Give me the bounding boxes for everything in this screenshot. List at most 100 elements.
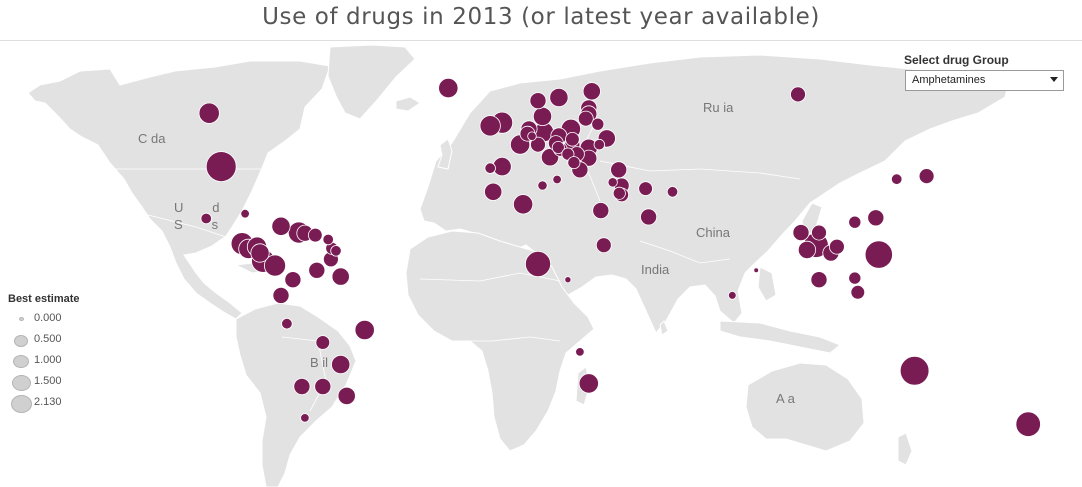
legend-size-swatch [14, 335, 28, 347]
country-marker[interactable] [810, 271, 828, 289]
country-marker[interactable] [549, 87, 569, 108]
country-marker[interactable] [479, 115, 501, 137]
country-label-china: China [696, 225, 730, 240]
country-marker[interactable] [300, 413, 310, 423]
landmass-uk [437, 138, 453, 170]
legend-size-swatch [11, 395, 32, 413]
country-marker[interactable] [591, 117, 605, 131]
country-marker[interactable] [829, 238, 845, 255]
legend-size-swatch [19, 317, 24, 321]
country-marker[interactable] [322, 233, 334, 246]
landmass-australia [745, 362, 865, 452]
country-marker[interactable] [592, 202, 610, 220]
country-marker[interactable] [593, 138, 606, 151]
country-marker[interactable] [811, 224, 827, 241]
country-marker[interactable] [567, 156, 581, 170]
country-marker[interactable] [537, 180, 548, 191]
legend-title: Best estimate [8, 293, 80, 305]
landmass-iceland [395, 96, 421, 112]
landmass-greenland [327, 44, 416, 120]
country-marker[interactable] [484, 182, 503, 201]
country-label-united-states: U d S s [174, 200, 220, 232]
country-marker[interactable] [1015, 411, 1041, 437]
border-china-india [639, 240, 731, 264]
country-marker[interactable] [330, 245, 342, 257]
country-marker[interactable] [607, 177, 618, 188]
country-marker[interactable] [263, 254, 286, 277]
country-marker[interactable] [314, 377, 332, 395]
marker-layer[interactable] [198, 77, 1041, 437]
country-marker[interactable] [640, 208, 658, 226]
country-marker[interactable] [790, 86, 806, 103]
country-marker[interactable] [551, 141, 565, 155]
country-marker[interactable] [610, 161, 628, 179]
country-marker[interactable] [284, 271, 302, 289]
drug-group-filter: Select drug Group Amphetamines [900, 53, 1068, 91]
country-marker[interactable] [578, 373, 599, 394]
country-marker[interactable] [281, 318, 293, 330]
country-marker[interactable] [438, 77, 459, 99]
page-title: Use of drugs in 2013 (or latest year ava… [262, 4, 820, 30]
country-marker[interactable] [797, 240, 817, 259]
country-marker[interactable] [532, 106, 553, 127]
country-marker[interactable] [638, 181, 653, 196]
country-marker[interactable] [525, 250, 552, 277]
country-marker[interactable] [272, 286, 290, 304]
country-marker[interactable] [575, 347, 585, 357]
country-marker[interactable] [792, 224, 810, 242]
country-marker[interactable] [577, 110, 594, 127]
border-africa-north [419, 272, 561, 282]
country-marker[interactable] [582, 82, 601, 101]
country-label-brazil: B il [310, 355, 329, 370]
country-marker[interactable] [354, 319, 375, 341]
legend-row: 0.500 [8, 329, 98, 350]
country-marker[interactable] [250, 243, 270, 263]
country-marker[interactable] [864, 240, 893, 269]
border-africa-central [452, 336, 561, 342]
legend-size-swatch [12, 375, 31, 391]
legend-label: 1.000 [34, 354, 62, 366]
country-marker[interactable] [205, 151, 237, 182]
country-marker[interactable] [848, 271, 862, 285]
country-marker[interactable] [529, 92, 547, 110]
map-viewport[interactable]: C da U d S s B il Ru ia China India A a … [0, 40, 1082, 487]
country-marker[interactable] [848, 215, 862, 229]
country-marker[interactable] [307, 227, 323, 243]
world-map[interactable] [0, 41, 1082, 487]
country-marker[interactable] [891, 173, 903, 185]
drug-group-select[interactable]: Amphetamines [905, 70, 1064, 91]
country-marker[interactable] [512, 194, 534, 215]
country-marker[interactable] [530, 136, 546, 153]
country-marker[interactable] [753, 267, 759, 274]
size-legend: Best estimate 0.000 0.500 1.000 1.500 2.130 [8, 293, 98, 413]
country-marker[interactable] [899, 355, 930, 386]
country-marker[interactable] [198, 102, 220, 124]
country-marker[interactable] [612, 186, 626, 200]
chevron-down-icon[interactable] [1050, 77, 1058, 82]
country-marker[interactable] [595, 237, 612, 254]
country-marker[interactable] [200, 212, 212, 225]
country-marker[interactable] [527, 131, 537, 141]
legend-row: 1.000 [8, 350, 98, 371]
country-marker[interactable] [850, 285, 866, 300]
country-marker[interactable] [565, 132, 580, 147]
country-marker[interactable] [308, 261, 326, 279]
country-marker[interactable] [484, 162, 496, 174]
legend-label: 2.130 [34, 396, 62, 408]
country-marker[interactable] [564, 276, 572, 284]
country-marker[interactable] [552, 174, 562, 185]
legend-label: 1.500 [34, 375, 62, 387]
country-marker[interactable] [240, 208, 250, 219]
country-marker[interactable] [331, 267, 350, 286]
country-marker[interactable] [293, 377, 311, 395]
country-marker[interactable] [918, 168, 935, 185]
country-marker[interactable] [315, 335, 331, 350]
country-marker[interactable] [867, 209, 885, 227]
country-marker[interactable] [337, 386, 356, 405]
country-marker[interactable] [331, 354, 351, 375]
legend-row: 2.130 [8, 392, 98, 413]
country-marker[interactable] [666, 186, 679, 198]
legend-row: 1.500 [8, 371, 98, 392]
country-marker[interactable] [727, 291, 737, 300]
country-marker[interactable] [271, 216, 291, 236]
